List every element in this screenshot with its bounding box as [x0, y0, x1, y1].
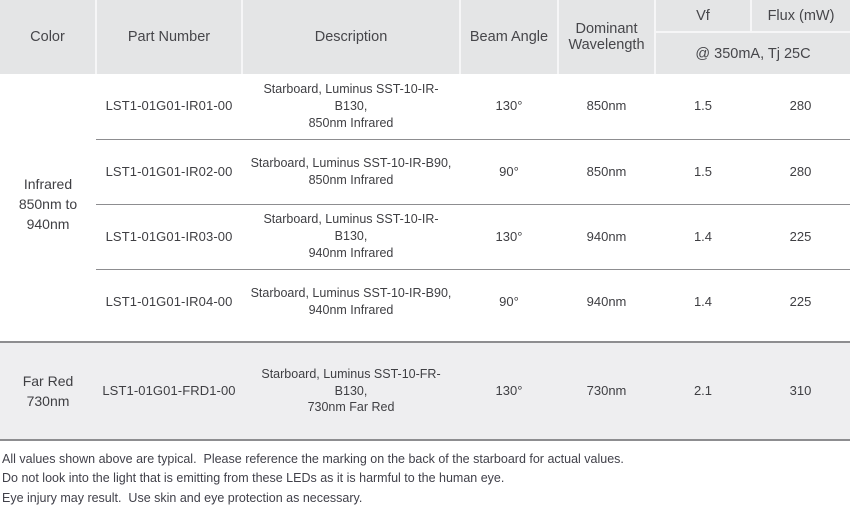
color-label-line-2: 730nm	[26, 393, 70, 409]
cell-vf: 1.5	[655, 138, 751, 204]
description-line-1: Starboard, Luminus SST-10-IR-B90,	[250, 285, 452, 300]
table-row: Infrared 850nm to 940nm LST1-01G01-IR01-…	[0, 74, 850, 334]
description-line-2: 940nm Infrared	[308, 302, 394, 317]
column-header-beam-angle: Beam Angle	[460, 0, 559, 74]
column-header-electrical-group: Vf Flux (mW) @ 350mA, Tj 25C	[655, 0, 850, 74]
cell-dominant-wavelength: 850nm	[558, 138, 655, 204]
header-row: Color Part Number Description Beam Angle…	[0, 0, 850, 74]
description-line-2: 850nm Infrared	[308, 115, 394, 130]
cell-dominant-wavelength: 940nm	[558, 203, 655, 269]
cell-description: Starboard, Luminus SST-10-IR-B130, 850nm…	[242, 74, 460, 139]
description-line-1: Starboard, Luminus SST-10-IR-B130,	[263, 212, 439, 244]
color-label-line-2: 850nm to	[18, 195, 78, 212]
cell-description: Starboard, Luminus SST-10-IR-B130, 940nm…	[242, 203, 460, 269]
table-row: LST1-01G01-IR02-00 Starboard, Luminus SS…	[0, 138, 850, 204]
color-label-line-1: Infrared	[23, 175, 73, 192]
cell-vf: 1.5	[655, 74, 751, 139]
note-line-1: All values shown above are typical. Plea…	[2, 452, 624, 466]
cell-description: Starboard, Luminus SST-10-IR-B90, 940nm …	[242, 268, 460, 334]
color-group-label-far-red: Far Red 730nm	[0, 341, 96, 441]
color-group-label-infrared: Infrared 850nm to 940nm	[0, 74, 96, 334]
dominant-wavelength-line-2: Wavelength	[568, 37, 645, 53]
spacer-cell	[0, 334, 850, 342]
cell-beam-angle: 130°	[460, 341, 558, 441]
cell-flux: 280	[751, 138, 850, 204]
color-label-line-3: 940nm	[26, 216, 70, 233]
cell-part-number: LST1-01G01-FRD1-00	[96, 341, 242, 441]
table-row: LST1-01G01-IR04-00 Starboard, Luminus SS…	[0, 268, 850, 334]
cell-vf: 1.4	[655, 203, 751, 269]
cell-part-number: LST1-01G01-IR02-00	[96, 138, 242, 204]
column-header-description: Description	[242, 0, 461, 74]
cell-part-number: LST1-01G01-IR03-00	[96, 203, 242, 269]
cell-beam-angle: 130°	[460, 74, 558, 139]
color-label-line-1: Far Red	[22, 372, 74, 389]
column-header-test-condition: @ 350mA, Tj 25C	[695, 45, 811, 62]
dominant-wavelength-line-1: Dominant	[575, 21, 638, 37]
note-line-3: Eye injury may result. Use skin and eye …	[2, 490, 363, 505]
cell-flux: 225	[751, 203, 850, 269]
cell-beam-angle: 90°	[460, 138, 558, 204]
section-spacer	[0, 334, 850, 342]
table-body: Infrared 850nm to 940nm LST1-01G01-IR01-…	[0, 74, 850, 441]
footer-notes: All values shown above are typical. Plea…	[0, 441, 850, 508]
table-header: Color Part Number Description Beam Angle…	[0, 0, 850, 74]
description-line-1: Starboard, Luminus SST-10-FR-B130,	[261, 366, 441, 398]
cell-part-number: LST1-01G01-IR04-00	[96, 268, 242, 334]
led-specification-table: Color Part Number Description Beam Angle…	[0, 0, 850, 441]
cell-flux: 310	[751, 341, 850, 441]
cell-description: Starboard, Luminus SST-10-IR-B90, 850nm …	[242, 138, 460, 204]
description-line-2: 730nm Far Red	[307, 400, 395, 415]
column-header-color: Color	[0, 0, 97, 74]
description-line-1: Starboard, Luminus SST-10-IR-B130,	[263, 81, 439, 113]
table-row: LST1-01G01-IR03-00 Starboard, Luminus SS…	[0, 203, 850, 269]
note-line-2: Do not look into the light that is emitt…	[2, 471, 505, 486]
description-line-2: 850nm Infrared	[308, 172, 394, 187]
column-header-part-number: Part Number	[96, 0, 243, 74]
cell-vf: 1.4	[655, 268, 751, 334]
cell-beam-angle: 130°	[460, 203, 558, 269]
cell-part-number: LST1-01G01-IR01-00	[96, 74, 242, 139]
cell-flux: 225	[751, 268, 850, 334]
column-header-flux: Flux (mW)	[767, 7, 835, 24]
cell-flux: 280	[751, 74, 850, 139]
cell-dominant-wavelength: 730nm	[558, 341, 655, 441]
description-line-2: 940nm Infrared	[308, 245, 394, 260]
cell-dominant-wavelength: 940nm	[558, 268, 655, 334]
column-header-vf: Vf	[656, 0, 752, 31]
cell-dominant-wavelength: 850nm	[558, 74, 655, 139]
description-line-1: Starboard, Luminus SST-10-IR-B90,	[250, 155, 452, 170]
cell-beam-angle: 90°	[460, 268, 558, 334]
cell-description: Starboard, Luminus SST-10-FR-B130, 730nm…	[242, 341, 460, 441]
cell-vf: 2.1	[655, 341, 751, 441]
column-header-dominant-wavelength: Dominant Wavelength	[558, 0, 656, 74]
table-row: Far Red 730nm LST1-01G01-FRD1-00 Starboa…	[0, 341, 850, 441]
